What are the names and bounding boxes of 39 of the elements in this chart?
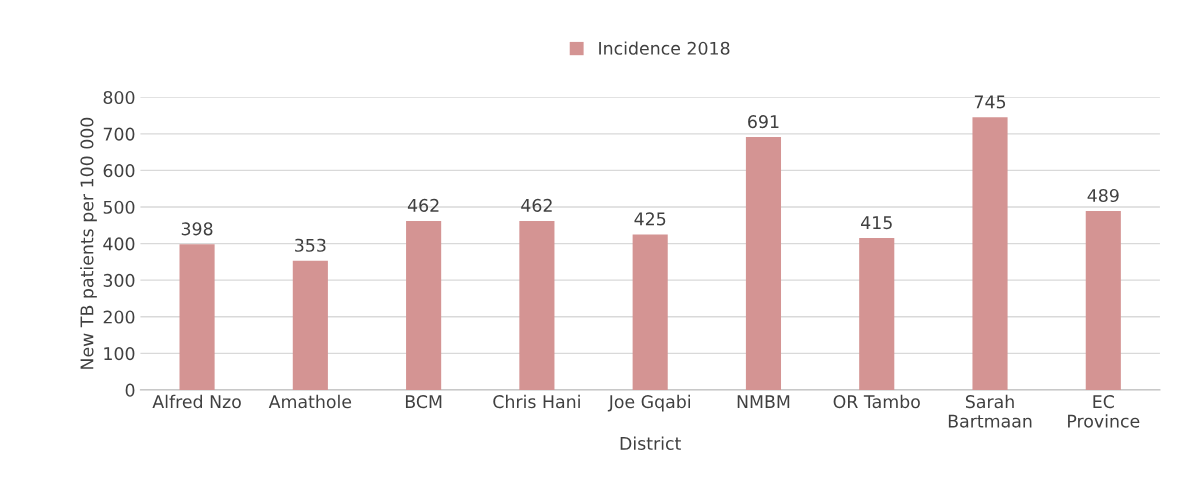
data-label: 353 [295, 238, 326, 252]
data-label: 398 [181, 222, 213, 236]
y-axis-title: New TB patients per 100 000 [80, 117, 97, 369]
bar [859, 238, 895, 390]
x-axis-title: District [620, 436, 681, 450]
data-label: 691 [748, 115, 779, 129]
x-tick-label: NMBM [737, 395, 790, 408]
legend-label: Incidence 2018 [599, 41, 730, 55]
x-tick-label: Chris Hani [493, 394, 580, 409]
x-tick-label: OR Tambo [833, 394, 920, 409]
data-label: 745 [974, 95, 1006, 109]
bar [406, 220, 442, 390]
data-label: 415 [861, 216, 892, 230]
y-tick-label: 400 [103, 237, 135, 251]
y-tick-label: 600 [103, 164, 135, 178]
x-tick-label: Joe Gqabi [607, 394, 690, 412]
data-label: 462 [521, 198, 552, 212]
bar [972, 117, 1008, 390]
y-tick-label: 700 [103, 127, 135, 141]
x-tick-label: Amathole [268, 394, 352, 409]
x-tick-label: Alfred Nzo [152, 394, 241, 409]
x-tick-label: BCM [405, 395, 442, 409]
data-label: 489 [1087, 188, 1119, 203]
x-tick-label: Sarah Bartmaan [948, 394, 1032, 428]
data-label: 425 [634, 212, 666, 226]
x-tick-label: EC Province [1068, 395, 1140, 428]
bar [632, 234, 668, 390]
y-tick-label: 500 [103, 200, 135, 214]
y-tick-label: 100 [104, 347, 135, 361]
y-tick-label: 200 [103, 310, 135, 324]
y-tick-label: 0 [125, 383, 135, 397]
bar [179, 244, 215, 390]
data-label: 462 [407, 198, 439, 212]
bar [1085, 211, 1121, 390]
bar [292, 260, 328, 390]
bar [519, 220, 555, 390]
y-tick-label: 800 [103, 90, 135, 105]
y-tick-label: 300 [103, 273, 135, 287]
bar [745, 137, 782, 390]
